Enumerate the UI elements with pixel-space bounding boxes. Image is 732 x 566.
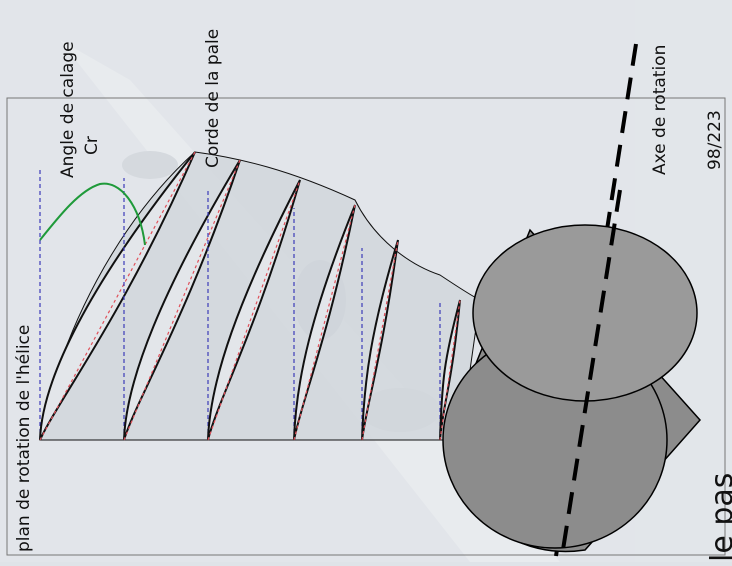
blade-chord-label: Corde de la pale (203, 28, 223, 168)
rotation-plane-label: plan de rotation de l'hélice (14, 324, 34, 552)
chord-line (123, 159, 241, 441)
rotation-axis-label: Axe de rotation (650, 44, 670, 175)
chord-line (361, 239, 399, 441)
hub-cylinder (442, 224, 702, 553)
frame-border (6, 97, 726, 556)
rotation-axis-front (560, 189, 622, 557)
pitch-title: le pas (705, 472, 732, 562)
hub-front-face (472, 224, 698, 402)
page-number: 98/223 (705, 110, 725, 170)
cr-label: Cr (82, 136, 102, 155)
angle-of-attack-arc (39, 182, 146, 246)
blade-sections (39, 151, 461, 441)
chord-line (293, 204, 356, 441)
chord-line (207, 179, 301, 441)
chord-line (39, 151, 196, 441)
pitch-angle-label: Angle de calage (58, 41, 78, 178)
